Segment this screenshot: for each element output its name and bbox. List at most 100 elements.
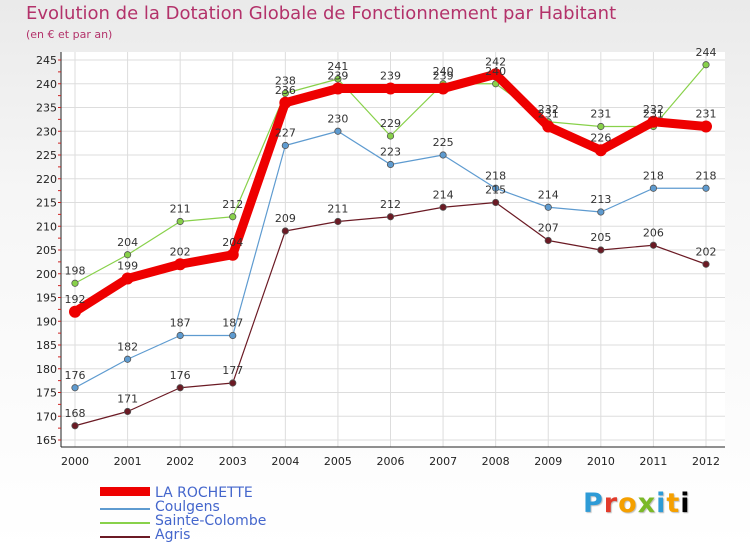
data-label: 229 bbox=[380, 117, 401, 130]
y-tick-label: 190 bbox=[36, 315, 57, 328]
x-tick-label: 2004 bbox=[271, 455, 299, 468]
x-tick-label: 2008 bbox=[482, 455, 510, 468]
data-label: 214 bbox=[433, 188, 454, 201]
y-tick-label: 205 bbox=[36, 244, 57, 257]
data-point bbox=[279, 96, 292, 109]
y-tick-label: 185 bbox=[36, 339, 57, 352]
data-label: 207 bbox=[538, 222, 559, 235]
data-point bbox=[69, 305, 81, 318]
data-label: 239 bbox=[380, 70, 401, 83]
chart-axes: 165 170 175 180 185 190 195 200 205 210 215 220 225 2… bbox=[36, 52, 725, 468]
data-label: 231 bbox=[696, 108, 717, 121]
x-tick-label: 2005 bbox=[324, 455, 352, 468]
data-label: 212 bbox=[222, 198, 243, 211]
logo-letter: i bbox=[680, 488, 691, 519]
y-tick-label: 180 bbox=[36, 363, 57, 376]
data-point bbox=[544, 236, 552, 245]
data-point bbox=[176, 331, 184, 340]
data-label: 227 bbox=[275, 127, 296, 140]
data-label: 213 bbox=[590, 193, 611, 206]
data-point bbox=[649, 184, 658, 192]
x-tick-label: 2002 bbox=[166, 455, 194, 468]
legend-label: Coulgens bbox=[155, 499, 220, 515]
data-label: 242 bbox=[485, 55, 506, 68]
y-tick-label: 245 bbox=[36, 54, 57, 67]
data-point bbox=[123, 251, 132, 259]
data-point bbox=[649, 241, 658, 249]
legend-swatch-sainte-colombe bbox=[100, 522, 150, 524]
logo-letter: P bbox=[583, 488, 604, 519]
y-tick-label: 210 bbox=[36, 220, 57, 233]
x-tick-label: 2007 bbox=[429, 455, 457, 468]
data-point bbox=[700, 120, 712, 133]
x-tick-label: 2011 bbox=[639, 455, 667, 468]
data-point bbox=[71, 422, 79, 430]
x-tick-label: 2006 bbox=[377, 455, 405, 468]
data-label: 214 bbox=[538, 188, 559, 201]
data-label: 215 bbox=[485, 184, 506, 197]
x-tick-label: 2003 bbox=[219, 455, 247, 468]
data-point bbox=[334, 75, 342, 83]
x-tick-label: 2012 bbox=[692, 455, 720, 468]
data-label: 236 bbox=[275, 84, 296, 97]
y-tick-label: 230 bbox=[36, 125, 57, 138]
data-point bbox=[334, 217, 342, 226]
data-point bbox=[439, 151, 447, 159]
data-point bbox=[71, 279, 79, 287]
data-point bbox=[386, 160, 395, 169]
data-point bbox=[597, 208, 605, 216]
data-label: 218 bbox=[696, 169, 717, 182]
y-tick-label: 170 bbox=[36, 410, 57, 423]
y-tick-label: 195 bbox=[36, 292, 57, 305]
chart-title: Evolution de la Dotation Globale de Fonc… bbox=[26, 3, 617, 24]
data-point bbox=[229, 213, 237, 221]
data-label: 231 bbox=[643, 108, 664, 121]
legend: LA ROCHETTE Coulgens Sainte-Colombe Agri… bbox=[100, 485, 320, 543]
data-point bbox=[544, 203, 552, 211]
y-tick-label: 175 bbox=[36, 387, 57, 400]
x-tick-label: 2001 bbox=[114, 455, 142, 468]
chart-subtitle: (en € et par an) bbox=[26, 28, 113, 41]
logo-letter: o bbox=[618, 488, 638, 519]
y-tick-label: 215 bbox=[36, 197, 57, 210]
data-label: 198 bbox=[65, 264, 86, 277]
data-label: 168 bbox=[65, 407, 86, 420]
data-point bbox=[702, 61, 710, 69]
data-point bbox=[597, 122, 605, 131]
y-tick-label: 200 bbox=[36, 268, 57, 281]
logo-letter: i bbox=[656, 488, 667, 519]
data-point bbox=[542, 120, 555, 133]
data-label: 230 bbox=[327, 112, 348, 125]
data-point bbox=[386, 132, 395, 140]
data-label: 204 bbox=[117, 236, 138, 249]
legend-swatch-agris bbox=[100, 536, 150, 538]
y-tick-label: 225 bbox=[36, 149, 57, 162]
data-label: 202 bbox=[696, 245, 717, 258]
data-point bbox=[174, 258, 187, 271]
data-point bbox=[229, 379, 237, 387]
x-tick-label: 2009 bbox=[534, 455, 562, 468]
data-label: 239 bbox=[433, 70, 454, 83]
data-label: 240 bbox=[485, 65, 506, 78]
data-label: 177 bbox=[222, 364, 243, 377]
data-label: 232 bbox=[643, 103, 664, 116]
data-label: 225 bbox=[433, 136, 454, 149]
data-point bbox=[597, 246, 605, 254]
legend-item-agris: Agris bbox=[100, 527, 320, 543]
data-label: 171 bbox=[117, 393, 138, 406]
data-point bbox=[176, 217, 184, 226]
data-point bbox=[437, 82, 450, 95]
legend-swatch-coulgens bbox=[100, 508, 150, 510]
data-label: 239 bbox=[327, 70, 348, 83]
legend-item-coulgens: Coulgens bbox=[100, 499, 320, 515]
legend-label: Sainte-Colombe bbox=[155, 513, 267, 529]
data-point bbox=[334, 127, 342, 135]
data-point bbox=[489, 68, 502, 81]
data-label: 205 bbox=[590, 231, 611, 244]
proxiti-logo: Proxiti bbox=[583, 488, 691, 519]
legend-swatch-la-rochette bbox=[100, 487, 150, 496]
logo-letter: x bbox=[637, 488, 657, 519]
data-point bbox=[386, 213, 395, 221]
data-label: 218 bbox=[485, 169, 506, 182]
